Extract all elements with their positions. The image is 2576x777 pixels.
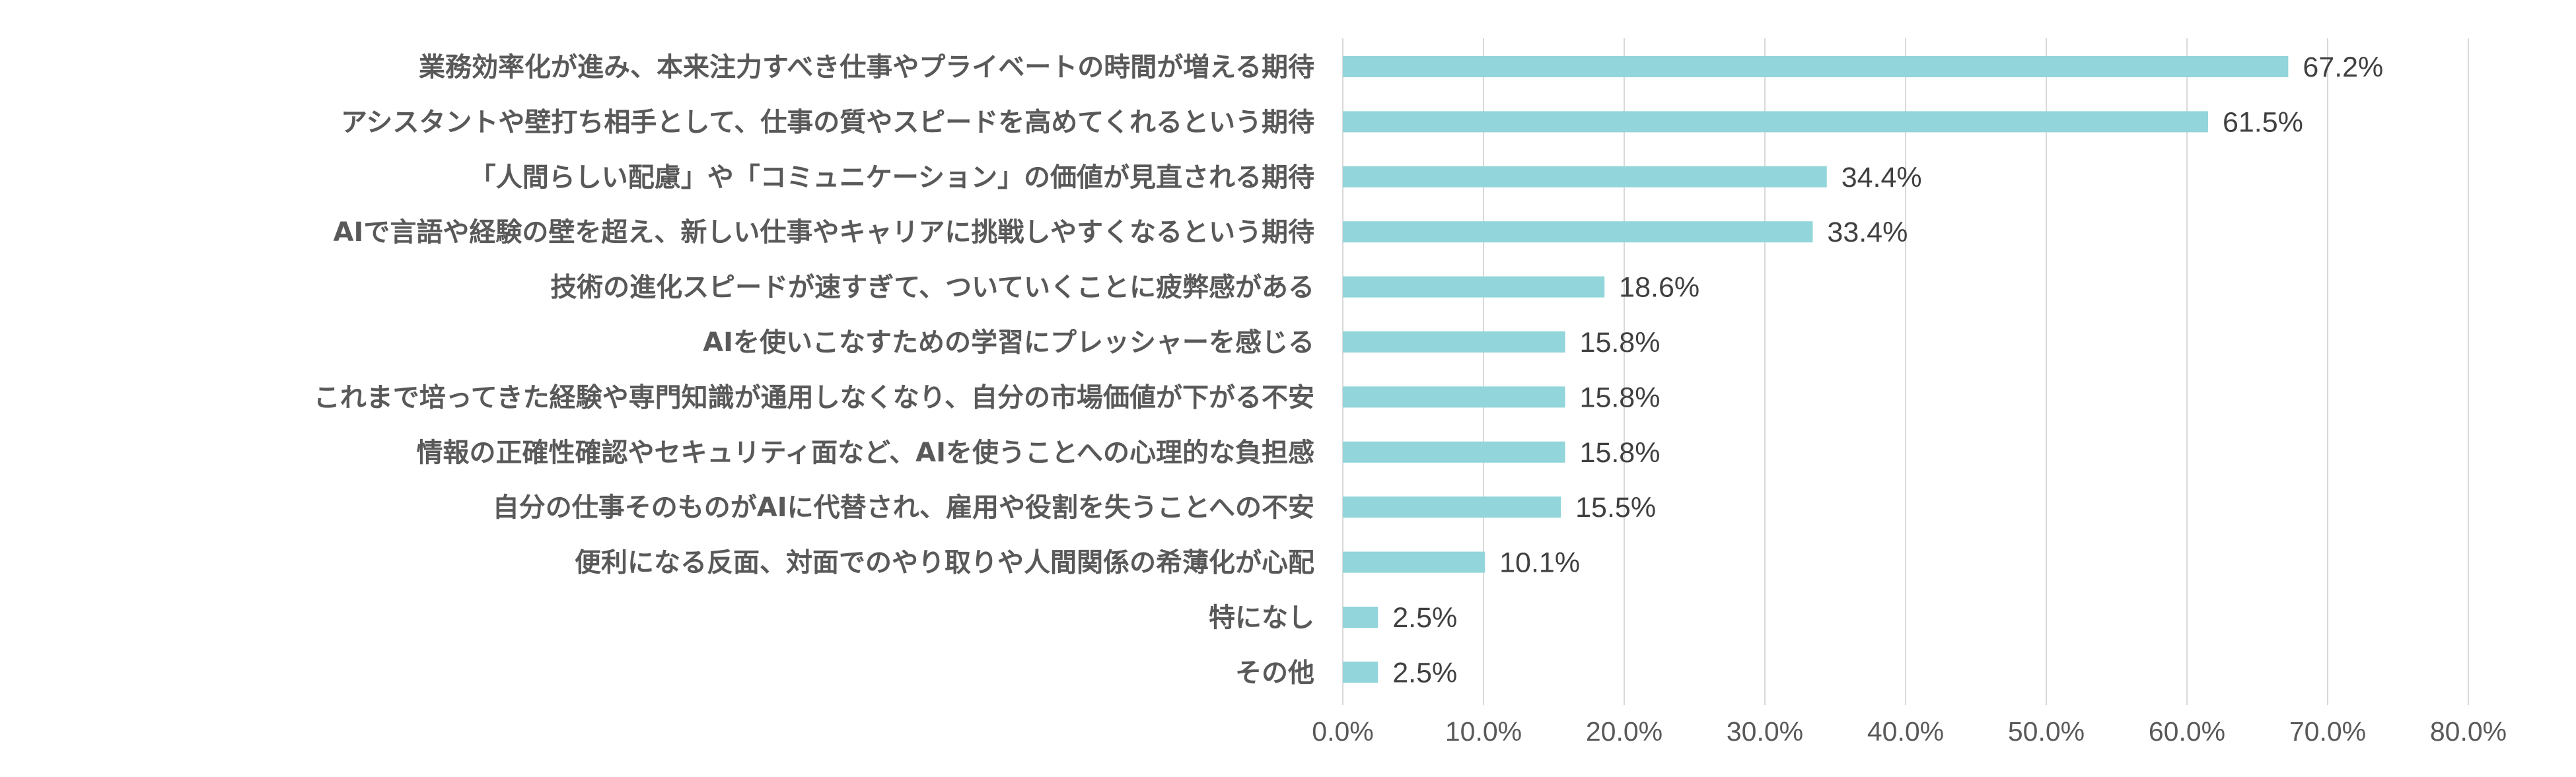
data-label: 67.2% [2303,51,2383,83]
category-label: 「人間らしい配慮」や「コミュニケーション」の価値が見直される期待 [470,162,1314,193]
bar [1343,441,1565,463]
x-tick-label: 30.0% [1727,716,1803,747]
data-label: 10.1% [1499,547,1580,579]
x-tick-label: 20.0% [1586,716,1663,747]
category-label: 便利になる反面、対面でのやり取りや人間関係の希薄化が心配 [575,548,1314,578]
bar [1343,166,1827,187]
data-label: 15.8% [1580,327,1661,358]
category-label: 特になし [1209,603,1314,633]
data-label: 15.8% [1580,437,1661,469]
bar [1343,56,2289,77]
x-tick-label: 80.0% [2430,716,2507,747]
bar [1343,386,1565,408]
category-label: AIを使いこなすための学習にプレッシャーを感じる [703,327,1314,358]
x-tick-label: 60.0% [2149,716,2225,747]
category-label: 業務効率化が進み、本来注力すべき仕事やプライベートの時間が増える期待 [419,52,1314,83]
category-label: アシスタントや壁打ち相手として、仕事の質やスピードを高めてくれるという期待 [341,107,1314,137]
bars [1343,56,2289,683]
bar [1343,331,1565,353]
data-label: 2.5% [1392,602,1457,634]
bar [1343,661,1378,683]
data-label: 15.5% [1575,492,1656,524]
data-label: 61.5% [2223,106,2303,138]
bar [1343,607,1378,628]
x-tick-label: 40.0% [1867,716,1944,747]
bar [1343,496,1561,518]
category-label: これまで培ってきた経験や専門知識が通用しなくなり、自分の市場価値が下がる不安 [314,382,1314,413]
data-label: 18.6% [1619,272,1699,304]
bar [1343,111,2208,133]
data-label: 15.8% [1580,382,1661,413]
value-labels: 67.2%61.5% 34.4% 33.4% 18.6% 15.8% 15.8% 15.8%… [1392,51,2383,689]
bar [1343,221,1813,243]
data-label: 34.4% [1842,162,1922,193]
gridlines [1342,38,2469,705]
category-label: 自分の仕事そのものがAIに代替され、雇用や役割を失うことへの不安 [493,492,1314,523]
category-label: その他 [1235,658,1314,688]
category-labels: 業務効率化が進み、本来注力すべき仕事やプライベートの時間が増える期待アシスタント… [314,52,1314,688]
data-label: 2.5% [1392,657,1457,689]
x-tick-label: 10.0% [1445,716,1522,747]
x-tick-label: 0.0% [1312,716,1373,747]
x-axis-ticks: 0.0% 10.0% 20.0% 30.0% 40.0% 50.0% 60.0% 70.0% 8… [1312,716,2507,747]
category-label: 情報の正確性確認やセキュリティ面など、AIを使うことへの心理的な負担感 [417,438,1314,468]
x-tick-label: 50.0% [2008,716,2085,747]
category-label: AIで言語や経験の壁を超え、新しい仕事やキャリアに挑戦しやすくなるという期待 [334,217,1314,248]
bar [1343,551,1485,573]
bar [1343,276,1605,298]
data-label: 33.4% [1827,217,1908,248]
x-tick-label: 70.0% [2289,716,2366,747]
category-label: 技術の進化スピードが速すぎて、ついていくことに疲弊感がある [550,273,1314,303]
